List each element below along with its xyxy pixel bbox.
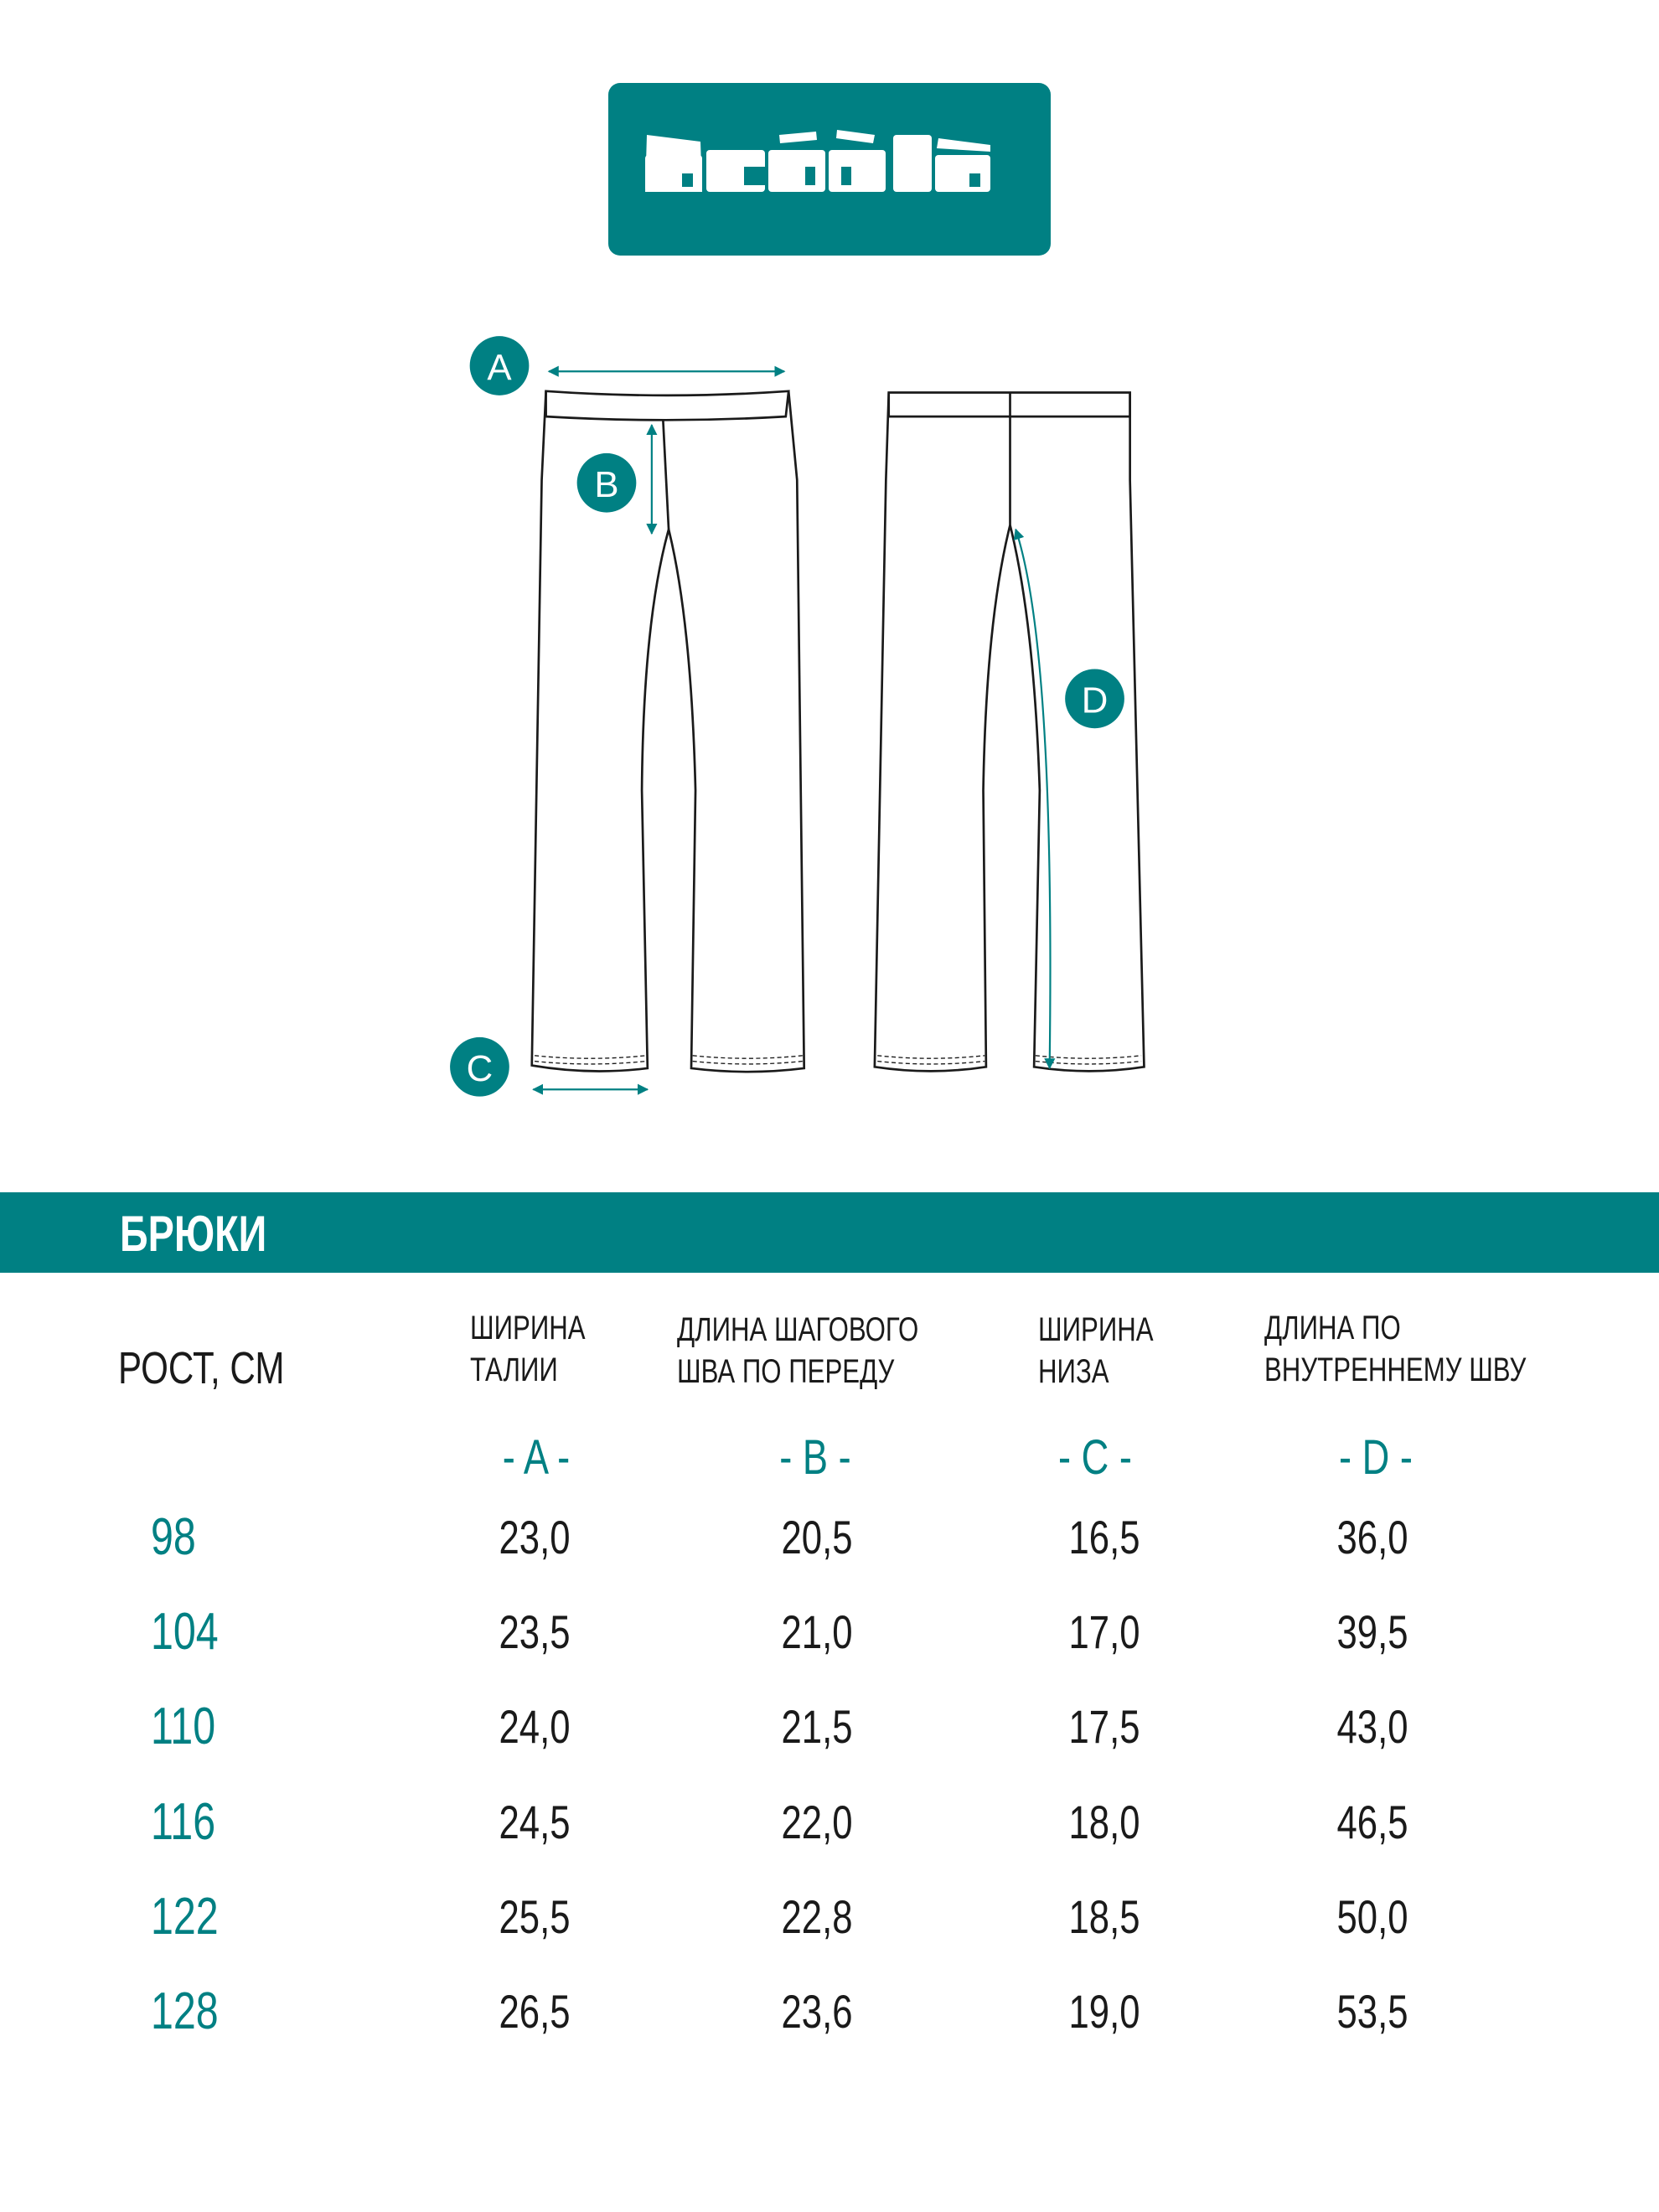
table-cell: 20,5 [781,1511,853,1563]
front-view [530,390,806,1073]
table-cell: 39,5 [1336,1605,1408,1659]
row-height-value: 128 [151,1982,219,2040]
column-header-line: ТАЛИИ [470,1351,558,1388]
marker-a-label: A [487,347,512,388]
table-cell: 25,5 [499,1889,571,1943]
table-cell: 53,5 [1336,1985,1408,2038]
table-cell: 17,5 [1068,1700,1140,1754]
column-letter-b: - B - [779,1430,851,1485]
marker-c-label: C [467,1048,494,1089]
acoola-logo [608,83,1051,256]
marker-d [1065,669,1124,729]
column-header-line: ШИРИНА [470,1310,586,1346]
section-title: БРЮКИ [120,1206,267,1262]
pants-diagram: A B C D [450,336,1145,1097]
table-cell: 46,5 [1336,1795,1408,1848]
table-cell: 26,5 [499,1985,571,2038]
table-cell: 50,0 [1336,1889,1408,1943]
table-cell: 22,0 [781,1795,853,1848]
table-cell: 43,0 [1336,1700,1408,1754]
table-cell: 23,0 [499,1511,571,1563]
table-cell: 18,5 [1068,1889,1140,1943]
row-height-value: 110 [151,1698,216,1756]
column-header-d: ДЛИНА ПО ВНУТРЕННЕМУ ШВУ [1264,1307,1526,1391]
table-cell: 22,8 [781,1889,853,1943]
row-height-value: 98 [151,1508,196,1566]
row-header: РОСТ, СМ [118,1343,285,1393]
column-header-a: ШИРИНА ТАЛИИ [470,1307,586,1391]
table-cell: 21,0 [781,1605,853,1659]
column-header-line: НИЗА [1038,1353,1109,1390]
table-cell: 21,5 [781,1700,853,1754]
table-cell: 18,0 [1068,1795,1140,1848]
column-letter-d: - D - [1339,1430,1413,1485]
column-header-c: ШИРИНА НИЗА [1038,1309,1154,1393]
marker-c [450,1036,509,1097]
section-banner [0,1192,1659,1273]
column-header-line: ДЛИНА ШАГОВОГО [677,1311,919,1348]
row-height-value: 104 [151,1603,219,1662]
column-letter-c: - C - [1058,1430,1132,1485]
table-cell: 17,0 [1068,1605,1140,1659]
marker-a [469,336,530,395]
table-cell: 23,5 [499,1605,571,1659]
marker-d-label: D [1082,680,1109,721]
inseam-arrow [1013,528,1056,1070]
column-header-line: ВНУТРЕННЕМУ ШВУ [1264,1351,1527,1388]
column-letter-a: - A - [502,1430,571,1485]
markers [450,336,1124,1097]
table-cell: 24,5 [499,1795,571,1848]
column-header-b: ДЛИНА ШАГОВОГО ШВА ПО ПЕРЕДУ [677,1309,918,1393]
table-cell: 23,6 [781,1985,853,2038]
table-cell: 36,0 [1336,1511,1408,1563]
logo-wordmark [645,130,990,192]
table-cell: 19,0 [1068,1985,1140,2038]
table-cell: 16,5 [1068,1511,1140,1563]
marker-b-label: B [594,464,618,505]
back-view [873,391,1145,1072]
marker-b [576,452,637,513]
column-header-line: ШИРИНА [1038,1311,1154,1348]
row-height-value: 116 [151,1792,216,1851]
table-cell: 24,0 [499,1700,571,1754]
column-header-line: ШВА ПО ПЕРЕДУ [677,1353,895,1390]
column-header-line: ДЛИНА ПО [1264,1310,1401,1346]
row-height-value: 122 [151,1887,219,1946]
